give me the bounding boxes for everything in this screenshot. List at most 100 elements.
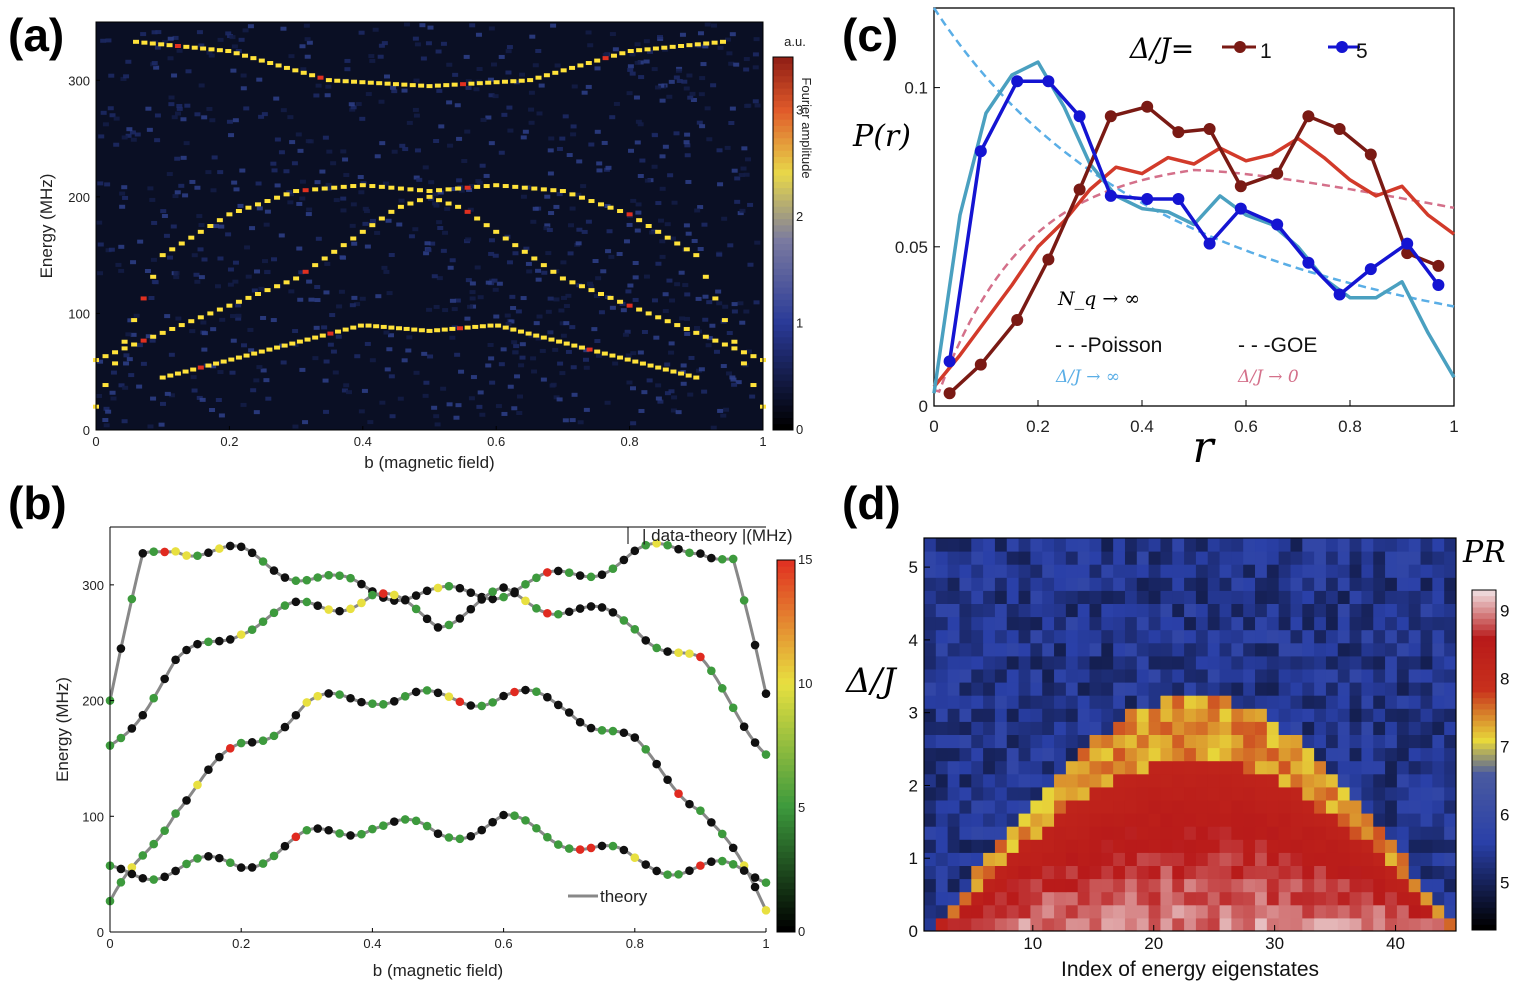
d-heatmap-cell: [1184, 839, 1197, 853]
d-heatmap-cell: [1325, 891, 1339, 906]
a-noise-cell: [699, 124, 706, 129]
d-heatmap-cell: [1432, 826, 1445, 840]
d-heatmap-cell: [1396, 577, 1410, 591]
a-colorbar-cell: [773, 212, 793, 220]
a-band-point: [445, 201, 452, 206]
d-heatmap-cell: [947, 878, 960, 893]
a-noise-cell: [200, 320, 207, 325]
d-heatmap-cell: [971, 538, 984, 552]
d-heatmap-cell: [1290, 551, 1303, 565]
d-heatmap-cell: [959, 865, 972, 880]
d-colorbar-cell: [1472, 833, 1496, 840]
d-heatmap-cell: [1337, 538, 1351, 552]
d-heatmap-cell: [1314, 577, 1327, 591]
d-heatmap-cell: [1385, 891, 1398, 906]
a-noise-cell: [666, 94, 673, 99]
a-band-point: [617, 209, 624, 214]
a-noise-cell: [166, 172, 173, 177]
a-noise-cell: [738, 173, 745, 178]
a-noise-cell: [173, 271, 180, 276]
d-heatmap-cell: [1184, 577, 1197, 591]
a-band-point: [464, 209, 471, 214]
d-heatmap-cell: [1278, 721, 1291, 735]
d-heatmap-cell: [994, 603, 1008, 618]
a-band-point: [226, 212, 233, 217]
d-heatmap-cell: [1148, 577, 1161, 591]
d-heatmap-cell: [1065, 616, 1079, 631]
d-heatmap-cell: [1065, 708, 1079, 722]
b-data-point: [630, 853, 640, 862]
a-noise-cell: [201, 347, 208, 352]
d-heatmap-cell: [1361, 800, 1374, 814]
d-heatmap-cell: [1195, 577, 1209, 591]
d-heatmap-cell: [1148, 642, 1161, 657]
a-noise-cell: [630, 386, 637, 391]
a-noise-cell: [532, 63, 539, 68]
a-noise-cell: [583, 407, 590, 412]
d-heatmap-cell: [1290, 904, 1303, 919]
d-heatmap-cell: [1101, 616, 1114, 631]
d-heatmap-cell: [1302, 760, 1315, 775]
d-heatmap-cell: [1302, 917, 1315, 932]
b-data-point: [411, 591, 421, 600]
d-heatmap-cell: [924, 655, 937, 670]
a-noise-cell: [391, 149, 398, 154]
d-heatmap-cell: [1444, 564, 1457, 578]
d-heatmap-cell: [1231, 695, 1244, 709]
a-noise-cell: [302, 420, 309, 425]
d-heatmap-cell: [1266, 826, 1280, 840]
a-band-point: [312, 263, 319, 268]
b-data-point: [258, 557, 268, 566]
a-noise-cell: [683, 140, 690, 145]
a-noise-cell: [710, 425, 717, 430]
d-colorbar-cell: [1472, 658, 1496, 665]
b-data-point: [553, 609, 563, 619]
d-heatmap-cell: [1018, 577, 1031, 591]
a-xtick-label: 0.8: [621, 434, 639, 449]
d-heatmap-cell: [1077, 826, 1091, 840]
d-heatmap-cell: [1077, 760, 1091, 775]
a-noise-cell: [449, 298, 456, 303]
b-data-point: [204, 852, 213, 861]
d-heatmap-cell: [1314, 721, 1327, 735]
b-data-point: [641, 860, 651, 869]
b-data-point: [608, 564, 618, 573]
d-heatmap-cell: [1337, 669, 1351, 683]
a-band-point: [501, 79, 508, 84]
d-heatmap-cell: [1337, 891, 1351, 906]
d-heatmap-cell: [1207, 655, 1221, 670]
d-heatmap-cell: [1207, 852, 1221, 866]
d-heatmap-cell: [1231, 616, 1244, 631]
a-noise-cell: [154, 45, 161, 50]
a-noise-cell: [580, 184, 587, 189]
d-heatmap-cell: [1089, 734, 1102, 749]
a-noise-cell: [668, 341, 675, 346]
d-heatmap-cell: [1113, 538, 1126, 552]
b-colorbar-cell: [777, 851, 795, 859]
d-heatmap-cell: [1290, 800, 1303, 814]
d-heatmap-cell: [1408, 590, 1422, 604]
b-ylabel: Energy (MHz): [53, 677, 72, 782]
d-heatmap-cell: [1042, 826, 1055, 840]
d-colorbar-cell: [1472, 629, 1496, 636]
a-noise-cell: [651, 164, 658, 169]
d-heatmap-cell: [1006, 747, 1020, 762]
b-data-point: [269, 731, 279, 741]
a-noise-cell: [593, 294, 600, 299]
d-heatmap-cell: [1361, 839, 1374, 853]
a-noise-cell: [512, 350, 519, 355]
b-data-point: [619, 616, 629, 625]
d-heatmap-cell: [1018, 865, 1031, 880]
d-heatmap-cell: [1444, 891, 1457, 906]
a-noise-cell: [340, 208, 347, 213]
a-noise-cell: [452, 72, 459, 77]
a-band-point: [388, 209, 395, 214]
a-noise-cell: [634, 228, 641, 233]
d-heatmap-cell: [1054, 669, 1067, 683]
a-noise-cell: [369, 358, 376, 363]
d-heatmap-cell: [1207, 577, 1221, 591]
d-heatmap-cell: [1243, 878, 1256, 893]
a-noise-cell: [552, 347, 559, 352]
d-heatmap-cell: [1077, 669, 1091, 683]
